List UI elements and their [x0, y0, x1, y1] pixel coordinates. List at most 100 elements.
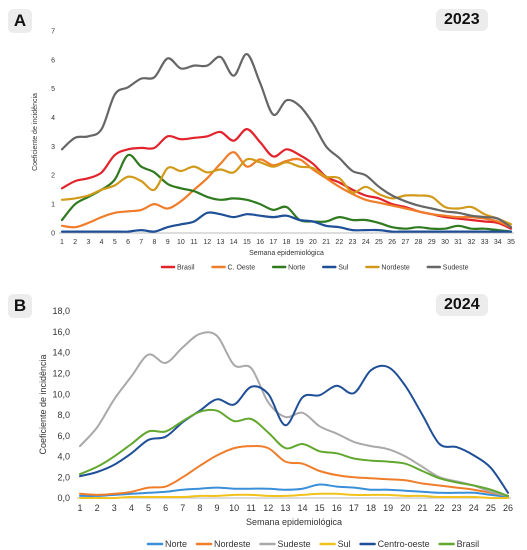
y-axis-label: Coeficiente de incidência — [32, 93, 39, 171]
x-tick-label: 12 — [203, 239, 211, 246]
legend-item: C. Oeste — [211, 264, 256, 271]
x-tick-label: 13 — [217, 239, 225, 246]
x-tick-label: 10 — [229, 503, 239, 513]
x-tick-label: 22 — [335, 239, 343, 246]
legend-item: Nordeste — [365, 264, 410, 271]
series-line-c-oeste — [60, 151, 513, 229]
x-tick-label: 18 — [283, 239, 291, 246]
x-tick-label: 22 — [435, 503, 445, 513]
panel-a-badge: A — [8, 9, 32, 33]
series-line-sul — [79, 492, 509, 500]
series-line-brasil — [79, 408, 509, 497]
x-tick-label: 24 — [362, 239, 370, 246]
legend-item: Brasil — [438, 539, 479, 549]
x-tick-label: 13 — [280, 503, 290, 513]
series-line-norte — [79, 483, 509, 498]
y-tick-label: 10,0 — [52, 389, 70, 399]
x-tick-label: 16 — [332, 503, 342, 513]
y-axis-label: Coeficiente de incidência — [38, 354, 48, 454]
x-tick-label: 11 — [247, 503, 256, 513]
legend-item: Norte — [146, 539, 187, 549]
x-tick-label: 25 — [375, 239, 383, 246]
x-tick-label: 4 — [100, 239, 104, 246]
x-tick-label: 25 — [486, 503, 496, 513]
x-tick-label: 8 — [197, 503, 202, 513]
y-tick-label: 14,0 — [52, 348, 70, 358]
x-tick-label: 10 — [177, 239, 185, 246]
y-tick-label: 4 — [51, 115, 55, 122]
legend-label: Nordeste — [381, 264, 410, 271]
x-tick-label: 8 — [152, 239, 156, 246]
x-tick-label: 3 — [112, 503, 117, 513]
legend-label: Sudeste — [278, 539, 311, 549]
x-tick-label: 7 — [139, 239, 143, 246]
y-tick-label: 2 — [51, 173, 55, 180]
x-tick-label: 21 — [417, 503, 427, 513]
legend-item: Norte — [271, 264, 305, 271]
y-tick-label: 12,0 — [52, 368, 70, 378]
legend-label: Norte — [288, 264, 305, 271]
x-tick-label: 26 — [503, 503, 513, 513]
panel-a-year: 2023 — [436, 9, 488, 31]
x-tick-label: 1 — [77, 503, 82, 513]
x-tick-label: 32 — [467, 239, 475, 246]
series-line-sudeste — [60, 53, 513, 229]
x-tick-label: 28 — [415, 239, 423, 246]
x-tick-label: 34 — [494, 239, 502, 246]
x-tick-label: 35 — [507, 239, 515, 246]
x-tick-label: 21 — [322, 239, 330, 246]
legend-item: Sudeste — [426, 264, 469, 271]
x-tick-label: 9 — [214, 503, 219, 513]
x-axis-label: Semana epidemiológica — [249, 250, 324, 257]
legend-item: Sudeste — [259, 539, 311, 549]
x-tick-label: 3 — [86, 239, 90, 246]
y-tick-label: 5 — [51, 86, 55, 93]
x-tick-label: 1 — [60, 239, 64, 246]
x-tick-label: 17 — [269, 239, 277, 246]
legend-item: Sul — [322, 264, 349, 271]
legend-item: Centro-oeste — [359, 539, 430, 549]
y-tick-label: 1 — [51, 202, 55, 209]
y-tick-label: 6 — [51, 57, 55, 64]
x-tick-label: 15 — [315, 503, 325, 513]
x-tick-label: 6 — [126, 239, 130, 246]
x-tick-label: 14 — [230, 239, 238, 246]
x-tick-label: 31 — [454, 239, 462, 246]
x-tick-label: 30 — [441, 239, 449, 246]
x-tick-label: 2 — [95, 503, 100, 513]
y-tick-label: 3 — [51, 144, 55, 151]
legend-label: Sul — [338, 539, 351, 549]
x-tick-label: 33 — [481, 239, 489, 246]
x-tick-label: 29 — [428, 239, 436, 246]
x-tick-label: 20 — [309, 239, 317, 246]
x-tick-label: 14 — [298, 503, 308, 513]
x-tick-label: 19 — [296, 239, 304, 246]
legend-label: Centro-oeste — [378, 539, 430, 549]
x-tick-label: 23 — [349, 239, 357, 246]
y-tick-label: 16,0 — [52, 327, 70, 337]
x-tick-label: 5 — [146, 503, 151, 513]
x-tick-label: 7 — [180, 503, 185, 513]
y-tick-label: 4,0 — [57, 452, 70, 462]
x-tick-label: 20 — [400, 503, 410, 513]
series-line-nordeste — [79, 445, 509, 497]
panel-b-year: 2024 — [436, 294, 488, 316]
legend-item: Brasil — [160, 264, 195, 271]
x-tick-label: 4 — [129, 503, 134, 513]
y-tick-label: 8,0 — [57, 410, 70, 420]
x-tick-label: 2 — [73, 239, 77, 246]
legend-label: Brasil — [177, 264, 195, 271]
y-tick-label: 0,0 — [57, 493, 70, 503]
panel-b-badge: B — [8, 294, 32, 318]
legend-label: Norte — [165, 539, 187, 549]
chart-2024: 0,02,04,06,08,010,012,014,016,018,01 2 3 4 5… — [38, 306, 513, 549]
legend-item: Nordeste — [195, 539, 251, 549]
x-tick-label: 9 — [166, 239, 170, 246]
series-line-centro-oeste — [79, 364, 509, 494]
legend-label: C. Oeste — [228, 264, 256, 271]
legend-label: Sul — [338, 264, 349, 271]
series-line-norte — [60, 153, 513, 233]
y-tick-label: 0 — [51, 230, 55, 237]
y-tick-label: 6,0 — [57, 431, 70, 441]
